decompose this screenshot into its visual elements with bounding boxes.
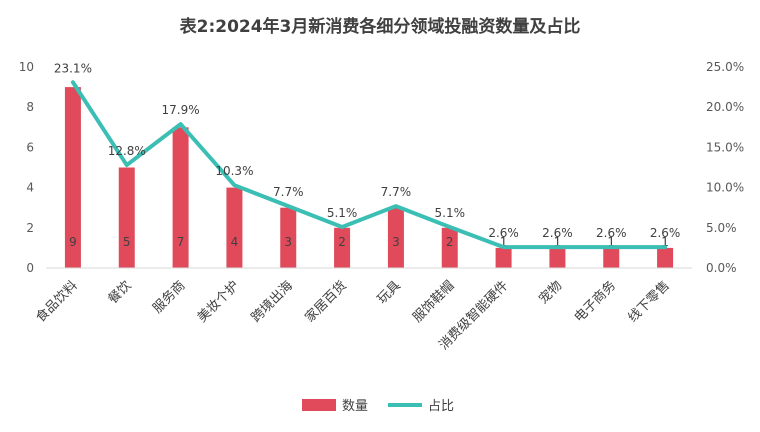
y-tick-right-0: 0.0% bbox=[706, 261, 737, 275]
legend: 数量 占比 bbox=[302, 399, 454, 414]
x-tick-label-3: 美妆个护 bbox=[195, 278, 242, 325]
line-label-7: 5.1% bbox=[435, 206, 466, 220]
bar-value-8: 1 bbox=[500, 235, 508, 249]
line-label-4: 7.7% bbox=[273, 185, 304, 199]
line-layer bbox=[70, 80, 668, 250]
y-tick-left-5: 10 bbox=[19, 60, 34, 74]
bar-7 bbox=[441, 227, 458, 268]
bar-value-7: 2 bbox=[446, 235, 454, 249]
line-label-8: 2.6% bbox=[488, 226, 519, 240]
bar-2 bbox=[172, 127, 189, 268]
legend-label-bar: 数量 bbox=[342, 399, 368, 414]
line-label-3: 10.3% bbox=[215, 164, 253, 178]
bar-6 bbox=[387, 207, 404, 268]
y-tick-right-1: 5.0% bbox=[706, 221, 737, 235]
bar-8 bbox=[495, 247, 512, 268]
y-tick-left-4: 8 bbox=[26, 100, 34, 114]
bar-value-4: 3 bbox=[284, 235, 292, 249]
line-label-1: 12.8% bbox=[108, 144, 146, 158]
bar-value-2: 7 bbox=[177, 235, 185, 249]
bar-value-11: 1 bbox=[661, 235, 669, 249]
x-tick-label-9: 宠物 bbox=[536, 278, 566, 308]
x-tick-label-4: 跨境出海 bbox=[249, 278, 296, 325]
x-tick-label-5: 家居百货 bbox=[302, 278, 350, 326]
y-tick-left-3: 6 bbox=[26, 140, 34, 154]
legend-swatch-bar bbox=[302, 399, 336, 411]
line-label-11: 2.6% bbox=[650, 226, 681, 240]
bar-values-layer: 9 5 7 4 3 2 3 2 1 1 1 1 bbox=[69, 235, 669, 249]
line-label-10: 2.6% bbox=[596, 226, 627, 240]
bar-value-5: 2 bbox=[338, 235, 346, 249]
line-labels-layer: 23.1% 12.8% 17.9% 10.3% 7.7% 5.1% 7.7% 5.1% 2.6%… bbox=[54, 61, 680, 240]
y-tick-right-4: 20.0% bbox=[706, 100, 744, 114]
bar-3 bbox=[226, 187, 243, 268]
legend-label-line: 占比 bbox=[428, 399, 454, 414]
bar-value-6: 3 bbox=[392, 235, 400, 249]
x-tick-label-11: 线下零售 bbox=[625, 278, 673, 326]
bar-value-3: 4 bbox=[231, 235, 239, 249]
x-tick-label-2: 服务商 bbox=[150, 278, 189, 317]
y-tick-right-5: 25.0% bbox=[706, 60, 744, 74]
x-tick-label-7: 服饰鞋帽 bbox=[409, 278, 457, 326]
bar-4 bbox=[280, 207, 297, 268]
y-tick-left-0: 0 bbox=[26, 261, 34, 275]
x-tick-label-10: 电子商务 bbox=[571, 278, 619, 326]
y-tick-right-3: 15.0% bbox=[706, 140, 744, 154]
bar-9 bbox=[549, 247, 566, 268]
bar-value-1: 5 bbox=[123, 235, 131, 249]
bar-10 bbox=[603, 247, 620, 268]
y-tick-left-1: 2 bbox=[26, 221, 34, 235]
line-series bbox=[70, 80, 668, 250]
x-tick-label-6: 玩具 bbox=[375, 278, 404, 307]
y-tick-right-2: 10.0% bbox=[706, 181, 744, 195]
line-label-5: 5.1% bbox=[327, 206, 358, 220]
bar-11 bbox=[657, 247, 674, 268]
bar-value-0: 9 bbox=[69, 235, 77, 249]
x-tick-label-0: 食品饮料 bbox=[33, 278, 81, 326]
line-label-2: 17.9% bbox=[162, 103, 200, 117]
line-label-6: 7.7% bbox=[381, 185, 412, 199]
y-tick-left-2: 4 bbox=[26, 181, 34, 195]
y-axis-left: 0 2 4 6 8 10 bbox=[19, 60, 34, 275]
y-axis-right: 0.0% 5.0% 10.0% 15.0% 20.0% 25.0% bbox=[706, 60, 744, 275]
bar-value-10: 1 bbox=[607, 235, 615, 249]
line-label-9: 2.6% bbox=[542, 226, 573, 240]
bars-layer bbox=[64, 87, 674, 268]
x-tick-label-1: 餐饮 bbox=[105, 278, 135, 308]
bar-5 bbox=[334, 227, 351, 268]
line-label-0: 23.1% bbox=[54, 61, 92, 75]
bar-value-9: 1 bbox=[554, 235, 562, 249]
bar-1 bbox=[118, 167, 135, 268]
bar-0 bbox=[64, 87, 81, 268]
chart-title: 表2:2024年3月新消费各细分领域投融资数量及占比 bbox=[179, 17, 581, 37]
